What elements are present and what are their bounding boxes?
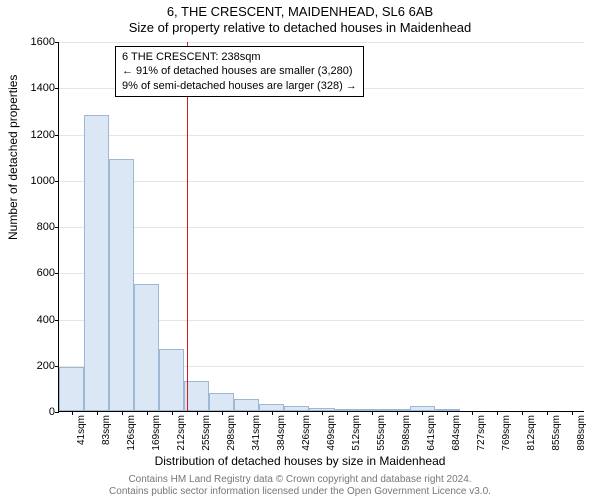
xtick-mark	[522, 411, 523, 415]
xtick-mark	[447, 411, 448, 415]
ytick-label: 200	[37, 360, 55, 372]
histogram-bar	[234, 399, 259, 411]
xtick-label: 512sqm	[351, 415, 362, 451]
histogram-bar	[134, 284, 159, 411]
ytick-mark	[55, 412, 59, 413]
histogram-bar	[59, 367, 84, 411]
xtick-mark	[547, 411, 548, 415]
attribution-line2: Contains public sector information licen…	[0, 486, 600, 498]
ytick-mark	[55, 135, 59, 136]
xtick-mark	[197, 411, 198, 415]
xtick-mark	[272, 411, 273, 415]
xtick-label: 426sqm	[301, 415, 312, 451]
xtick-mark	[147, 411, 148, 415]
histogram-bars	[59, 42, 584, 411]
xtick-label: 83sqm	[101, 415, 112, 445]
xtick-mark	[347, 411, 348, 415]
xtick-label: 727sqm	[476, 415, 487, 451]
x-axis-label: Distribution of detached houses by size …	[0, 454, 600, 468]
xtick-label: 255sqm	[201, 415, 212, 451]
xtick-label: 555sqm	[376, 415, 387, 451]
xtick-label: 855sqm	[551, 415, 562, 451]
histogram-bar	[109, 159, 134, 411]
annotation-line2: ← 91% of detached houses are smaller (3,…	[122, 64, 357, 78]
xtick-label: 684sqm	[451, 415, 462, 451]
xtick-label: 598sqm	[401, 415, 412, 451]
ytick-label: 1600	[31, 36, 55, 48]
ytick-mark	[55, 366, 59, 367]
xtick-mark	[222, 411, 223, 415]
ytick-mark	[55, 88, 59, 89]
xtick-label: 384sqm	[276, 415, 287, 451]
xtick-label: 298sqm	[226, 415, 237, 451]
xtick-label: 469sqm	[326, 415, 337, 451]
property-size-chart: 6, THE CRESCENT, MAIDENHEAD, SL6 6AB Siz…	[0, 0, 600, 500]
ytick-mark	[55, 181, 59, 182]
histogram-bar	[84, 115, 109, 411]
ytick-label: 400	[37, 314, 55, 326]
ytick-label: 1400	[31, 82, 55, 94]
xtick-label: 341sqm	[251, 415, 262, 451]
xtick-mark	[572, 411, 573, 415]
ytick-label: 800	[37, 221, 55, 233]
xtick-label: 812sqm	[526, 415, 537, 451]
xtick-mark	[497, 411, 498, 415]
xtick-mark	[372, 411, 373, 415]
xtick-mark	[247, 411, 248, 415]
ytick-label: 1200	[31, 129, 55, 141]
histogram-bar	[209, 393, 234, 412]
xtick-label: 212sqm	[176, 415, 187, 451]
xtick-mark	[472, 411, 473, 415]
xtick-mark	[72, 411, 73, 415]
xtick-mark	[422, 411, 423, 415]
xtick-label: 169sqm	[151, 415, 162, 451]
xtick-label: 898sqm	[576, 415, 587, 451]
y-axis-label: Number of detached properties	[6, 75, 20, 240]
attribution-text: Contains HM Land Registry data © Crown c…	[0, 474, 600, 498]
ytick-mark	[55, 227, 59, 228]
annotation-line1: 6 THE CRESCENT: 238sqm	[122, 50, 357, 64]
xtick-mark	[322, 411, 323, 415]
ytick-label: 0	[49, 406, 55, 418]
xtick-mark	[97, 411, 98, 415]
xtick-mark	[122, 411, 123, 415]
xtick-label: 126sqm	[126, 415, 137, 451]
attribution-line1: Contains HM Land Registry data © Crown c…	[0, 474, 600, 486]
ytick-label: 600	[37, 267, 55, 279]
histogram-bar	[259, 404, 284, 411]
chart-address-title: 6, THE CRESCENT, MAIDENHEAD, SL6 6AB	[0, 4, 600, 19]
xtick-mark	[397, 411, 398, 415]
xtick-label: 641sqm	[426, 415, 437, 451]
reference-line	[187, 42, 188, 411]
plot-area: 0200400600800100012001400160041sqm83sqm1…	[58, 42, 584, 412]
histogram-bar	[184, 381, 209, 411]
xtick-mark	[297, 411, 298, 415]
ytick-mark	[55, 42, 59, 43]
annotation-line3: 9% of semi-detached houses are larger (3…	[122, 79, 357, 93]
xtick-label: 769sqm	[501, 415, 512, 451]
histogram-bar	[159, 349, 184, 411]
xtick-label: 41sqm	[76, 415, 87, 445]
ytick-mark	[55, 273, 59, 274]
chart-subtitle: Size of property relative to detached ho…	[0, 20, 600, 35]
ytick-label: 1000	[31, 175, 55, 187]
ytick-mark	[55, 320, 59, 321]
annotation-box: 6 THE CRESCENT: 238sqm ← 91% of detached…	[115, 46, 364, 97]
xtick-mark	[172, 411, 173, 415]
